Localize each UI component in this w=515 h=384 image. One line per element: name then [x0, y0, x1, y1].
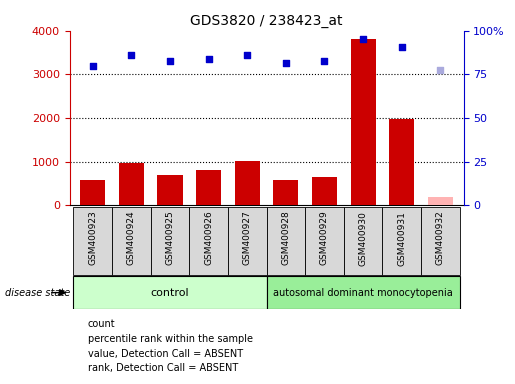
Text: GSM400927: GSM400927 — [243, 211, 252, 265]
Bar — [74, 207, 112, 275]
Text: autosomal dominant monocytopenia: autosomal dominant monocytopenia — [273, 288, 453, 298]
Text: GSM400925: GSM400925 — [165, 211, 175, 265]
Bar — [382, 207, 421, 275]
Bar — [235, 161, 260, 205]
Bar — [344, 207, 382, 275]
Text: disease state: disease state — [5, 288, 71, 298]
Bar — [228, 207, 267, 275]
Text: GSM400930: GSM400930 — [358, 211, 368, 266]
Bar — [273, 180, 298, 205]
Point — [282, 60, 290, 66]
Text: value, Detection Call = ABSENT: value, Detection Call = ABSENT — [88, 349, 243, 359]
Text: control: control — [151, 288, 190, 298]
Text: GSM400924: GSM400924 — [127, 211, 136, 265]
Bar — [351, 40, 375, 205]
Text: rank, Detection Call = ABSENT: rank, Detection Call = ABSENT — [88, 363, 238, 373]
Bar — [80, 180, 105, 205]
Text: GSM400932: GSM400932 — [436, 211, 445, 265]
Point — [359, 36, 367, 43]
Point — [127, 52, 135, 58]
Bar — [112, 207, 151, 275]
Text: GSM400929: GSM400929 — [320, 211, 329, 265]
Point — [204, 56, 213, 62]
Text: GSM400931: GSM400931 — [397, 211, 406, 266]
Bar — [196, 170, 221, 205]
Bar — [267, 207, 305, 275]
Text: percentile rank within the sample: percentile rank within the sample — [88, 334, 252, 344]
Point — [436, 67, 444, 73]
Point — [89, 63, 97, 69]
Bar — [190, 207, 228, 275]
Bar — [389, 119, 414, 205]
Bar — [421, 207, 460, 275]
Point — [398, 44, 406, 50]
Text: GSM400926: GSM400926 — [204, 211, 213, 265]
Bar — [74, 276, 267, 309]
Bar — [151, 207, 190, 275]
Bar — [119, 163, 144, 205]
Point — [243, 52, 251, 58]
Point — [166, 58, 174, 65]
Title: GDS3820 / 238423_at: GDS3820 / 238423_at — [190, 14, 343, 28]
Bar — [312, 177, 337, 205]
Point — [320, 58, 329, 65]
Bar — [305, 207, 344, 275]
Text: GSM400928: GSM400928 — [281, 211, 290, 265]
Text: count: count — [88, 319, 115, 329]
Text: GSM400923: GSM400923 — [88, 211, 97, 265]
Bar — [158, 175, 182, 205]
Bar — [267, 276, 460, 309]
Bar — [428, 197, 453, 205]
